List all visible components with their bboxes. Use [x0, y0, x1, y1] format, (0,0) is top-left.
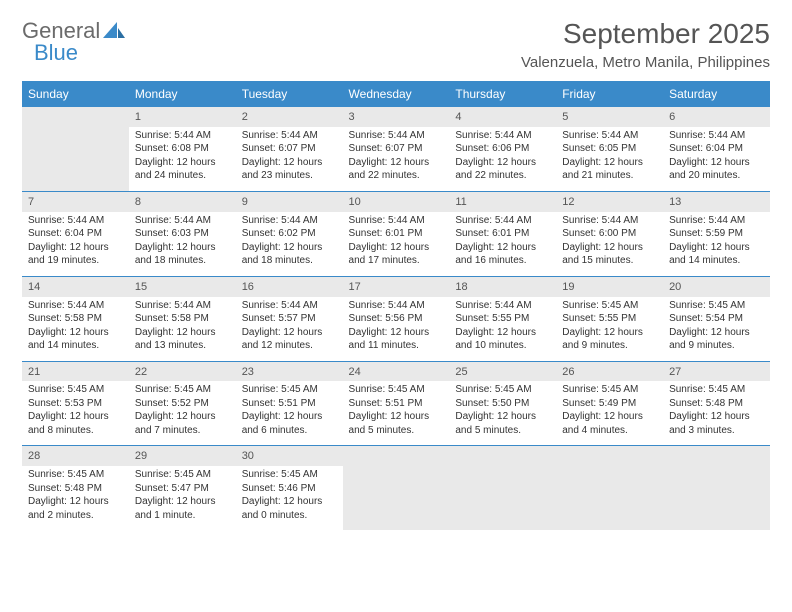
day-number [663, 446, 770, 466]
day-cell: Sunrise: 5:45 AMSunset: 5:53 PMDaylight:… [22, 381, 129, 446]
day-cell [22, 127, 129, 192]
day-cell: Sunrise: 5:44 AMSunset: 6:01 PMDaylight:… [343, 212, 450, 277]
weekday-header: Friday [556, 82, 663, 107]
day-number: 27 [663, 361, 770, 381]
day-cell: Sunrise: 5:45 AMSunset: 5:46 PMDaylight:… [236, 466, 343, 530]
day-number: 24 [343, 361, 450, 381]
day-cell: Sunrise: 5:44 AMSunset: 6:03 PMDaylight:… [129, 212, 236, 277]
day-cell: Sunrise: 5:44 AMSunset: 6:07 PMDaylight:… [236, 127, 343, 192]
day-number: 4 [449, 107, 556, 127]
location-text: Valenzuela, Metro Manila, Philippines [521, 54, 770, 71]
day-number: 15 [129, 276, 236, 296]
day-number: 20 [663, 276, 770, 296]
day-content-row: Sunrise: 5:45 AMSunset: 5:53 PMDaylight:… [22, 381, 770, 446]
day-number: 30 [236, 446, 343, 466]
day-content-row: Sunrise: 5:44 AMSunset: 6:04 PMDaylight:… [22, 212, 770, 277]
day-cell: Sunrise: 5:44 AMSunset: 6:00 PMDaylight:… [556, 212, 663, 277]
day-number: 2 [236, 107, 343, 127]
day-cell: Sunrise: 5:44 AMSunset: 6:04 PMDaylight:… [22, 212, 129, 277]
weekday-header: Saturday [663, 82, 770, 107]
day-number-row: 123456 [22, 107, 770, 127]
day-number [343, 446, 450, 466]
day-number: 8 [129, 191, 236, 211]
day-cell: Sunrise: 5:44 AMSunset: 6:05 PMDaylight:… [556, 127, 663, 192]
day-number: 12 [556, 191, 663, 211]
day-number: 11 [449, 191, 556, 211]
day-cell: Sunrise: 5:45 AMSunset: 5:51 PMDaylight:… [236, 381, 343, 446]
day-cell: Sunrise: 5:45 AMSunset: 5:52 PMDaylight:… [129, 381, 236, 446]
day-cell: Sunrise: 5:45 AMSunset: 5:48 PMDaylight:… [663, 381, 770, 446]
day-cell [343, 466, 450, 530]
day-cell: Sunrise: 5:44 AMSunset: 5:57 PMDaylight:… [236, 297, 343, 362]
day-cell: Sunrise: 5:45 AMSunset: 5:48 PMDaylight:… [22, 466, 129, 530]
day-number: 16 [236, 276, 343, 296]
day-cell: Sunrise: 5:44 AMSunset: 6:02 PMDaylight:… [236, 212, 343, 277]
day-number-row: 282930 [22, 446, 770, 466]
day-cell: Sunrise: 5:44 AMSunset: 6:01 PMDaylight:… [449, 212, 556, 277]
day-number: 18 [449, 276, 556, 296]
day-number-row: 21222324252627 [22, 361, 770, 381]
day-number: 13 [663, 191, 770, 211]
day-cell: Sunrise: 5:45 AMSunset: 5:54 PMDaylight:… [663, 297, 770, 362]
day-cell: Sunrise: 5:44 AMSunset: 6:08 PMDaylight:… [129, 127, 236, 192]
day-cell: Sunrise: 5:44 AMSunset: 5:55 PMDaylight:… [449, 297, 556, 362]
weekday-header: Monday [129, 82, 236, 107]
day-cell: Sunrise: 5:44 AMSunset: 5:58 PMDaylight:… [129, 297, 236, 362]
day-cell: Sunrise: 5:45 AMSunset: 5:55 PMDaylight:… [556, 297, 663, 362]
day-cell: Sunrise: 5:44 AMSunset: 6:07 PMDaylight:… [343, 127, 450, 192]
brand-part2: Blue [34, 40, 78, 66]
day-cell: Sunrise: 5:44 AMSunset: 5:59 PMDaylight:… [663, 212, 770, 277]
day-number: 21 [22, 361, 129, 381]
day-number [22, 107, 129, 127]
day-number: 10 [343, 191, 450, 211]
day-number: 5 [556, 107, 663, 127]
day-cell: Sunrise: 5:44 AMSunset: 5:56 PMDaylight:… [343, 297, 450, 362]
day-number: 29 [129, 446, 236, 466]
day-number: 9 [236, 191, 343, 211]
day-content-row: Sunrise: 5:44 AMSunset: 5:58 PMDaylight:… [22, 297, 770, 362]
day-cell: Sunrise: 5:45 AMSunset: 5:50 PMDaylight:… [449, 381, 556, 446]
day-cell: Sunrise: 5:44 AMSunset: 6:04 PMDaylight:… [663, 127, 770, 192]
day-number: 6 [663, 107, 770, 127]
day-content-row: Sunrise: 5:45 AMSunset: 5:48 PMDaylight:… [22, 466, 770, 530]
weekday-header-row: Sunday Monday Tuesday Wednesday Thursday… [22, 82, 770, 107]
day-number: 26 [556, 361, 663, 381]
day-number [449, 446, 556, 466]
day-number: 19 [556, 276, 663, 296]
day-number: 17 [343, 276, 450, 296]
day-cell: Sunrise: 5:45 AMSunset: 5:47 PMDaylight:… [129, 466, 236, 530]
day-number: 25 [449, 361, 556, 381]
day-number-row: 14151617181920 [22, 276, 770, 296]
weekday-header: Wednesday [343, 82, 450, 107]
day-cell: Sunrise: 5:45 AMSunset: 5:51 PMDaylight:… [343, 381, 450, 446]
day-number: 7 [22, 191, 129, 211]
day-cell [556, 466, 663, 530]
weekday-header: Sunday [22, 82, 129, 107]
page-header: General September 2025 Valenzuela, Metro… [22, 18, 770, 71]
day-number: 22 [129, 361, 236, 381]
day-number [556, 446, 663, 466]
day-number: 1 [129, 107, 236, 127]
day-number: 23 [236, 361, 343, 381]
day-cell [449, 466, 556, 530]
month-title: September 2025 [521, 18, 770, 50]
day-cell: Sunrise: 5:45 AMSunset: 5:49 PMDaylight:… [556, 381, 663, 446]
day-cell: Sunrise: 5:44 AMSunset: 5:58 PMDaylight:… [22, 297, 129, 362]
day-number: 14 [22, 276, 129, 296]
title-block: September 2025 Valenzuela, Metro Manila,… [521, 18, 770, 71]
day-number: 28 [22, 446, 129, 466]
weekday-header: Tuesday [236, 82, 343, 107]
day-cell: Sunrise: 5:44 AMSunset: 6:06 PMDaylight:… [449, 127, 556, 192]
logo-sail-icon [103, 22, 127, 40]
day-number: 3 [343, 107, 450, 127]
weekday-header: Thursday [449, 82, 556, 107]
day-cell [663, 466, 770, 530]
day-number-row: 78910111213 [22, 191, 770, 211]
day-content-row: Sunrise: 5:44 AMSunset: 6:08 PMDaylight:… [22, 127, 770, 192]
calendar-table: Sunday Monday Tuesday Wednesday Thursday… [22, 81, 770, 530]
